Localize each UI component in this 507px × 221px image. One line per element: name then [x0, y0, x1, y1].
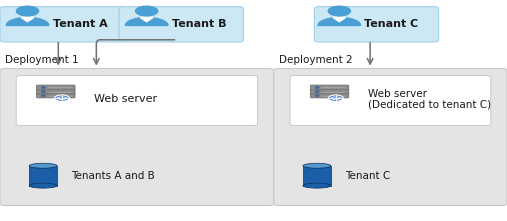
Text: Tenants A and B: Tenants A and B: [71, 171, 155, 181]
FancyBboxPatch shape: [0, 69, 274, 206]
Polygon shape: [6, 17, 49, 25]
FancyBboxPatch shape: [37, 85, 75, 90]
Text: Tenant C: Tenant C: [365, 19, 419, 29]
Polygon shape: [21, 17, 34, 22]
Ellipse shape: [303, 163, 331, 168]
Ellipse shape: [29, 163, 57, 168]
Text: Deployment 1: Deployment 1: [5, 55, 79, 65]
FancyBboxPatch shape: [310, 85, 349, 90]
Ellipse shape: [29, 183, 57, 188]
Polygon shape: [333, 17, 346, 22]
Text: Deployment 2: Deployment 2: [279, 55, 352, 65]
FancyBboxPatch shape: [290, 76, 491, 126]
Text: Tenant A: Tenant A: [53, 19, 107, 29]
FancyBboxPatch shape: [37, 89, 75, 94]
Circle shape: [315, 87, 319, 88]
Text: Web server: Web server: [94, 94, 157, 105]
FancyBboxPatch shape: [310, 93, 349, 98]
Circle shape: [135, 6, 158, 16]
FancyBboxPatch shape: [314, 7, 439, 42]
FancyBboxPatch shape: [37, 93, 75, 98]
Circle shape: [42, 87, 45, 88]
Circle shape: [329, 95, 343, 101]
Bar: [303, 166, 331, 186]
Bar: [29, 166, 57, 186]
Text: Web server: Web server: [368, 89, 426, 99]
FancyBboxPatch shape: [119, 7, 243, 42]
Circle shape: [328, 6, 350, 16]
Circle shape: [55, 95, 69, 101]
Circle shape: [42, 91, 45, 92]
Text: Tenant B: Tenant B: [172, 19, 226, 29]
FancyBboxPatch shape: [310, 89, 349, 94]
Ellipse shape: [303, 183, 331, 188]
Text: (Dedicated to tenant C): (Dedicated to tenant C): [368, 100, 491, 110]
Circle shape: [315, 95, 319, 96]
Polygon shape: [125, 17, 168, 25]
Circle shape: [315, 91, 319, 92]
Circle shape: [42, 95, 45, 96]
Polygon shape: [318, 17, 360, 25]
FancyBboxPatch shape: [16, 76, 258, 126]
Text: Tenant C: Tenant C: [345, 171, 390, 181]
Polygon shape: [140, 17, 153, 22]
FancyBboxPatch shape: [0, 7, 124, 42]
FancyBboxPatch shape: [274, 69, 507, 206]
Circle shape: [16, 6, 39, 16]
